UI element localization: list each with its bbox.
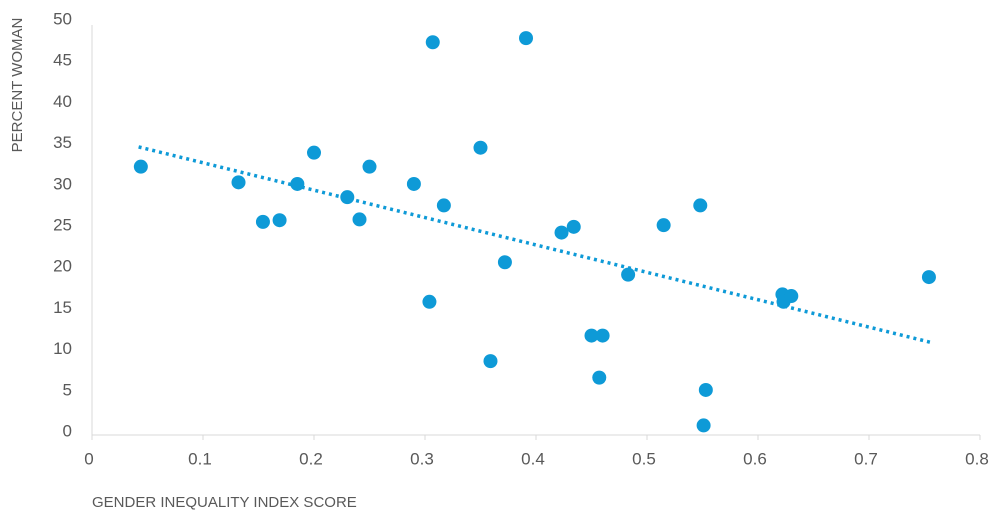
point — [406, 176, 421, 191]
x-tick-label: 0.8 — [965, 449, 989, 468]
point — [272, 213, 287, 228]
point — [290, 176, 305, 191]
y-tick-label: 15 — [53, 298, 72, 317]
point — [621, 267, 636, 282]
point — [566, 219, 581, 234]
point — [255, 214, 270, 229]
trendline — [138, 145, 931, 344]
y-axis-title: PERCENT WOMAN — [9, 18, 26, 153]
x-tick-label: 0.1 — [188, 449, 212, 468]
x-tick-label: 0.2 — [299, 449, 323, 468]
x-tick-label: 0.7 — [854, 449, 878, 468]
point — [362, 159, 377, 174]
point — [307, 145, 321, 160]
point — [595, 328, 610, 343]
point — [231, 175, 246, 190]
point — [519, 31, 534, 46]
y-tick-label: 5 — [63, 380, 72, 399]
y-tick-label: 45 — [53, 51, 72, 70]
point — [584, 328, 599, 343]
y-tick-label: 35 — [53, 133, 72, 152]
x-tick-label: 0.4 — [521, 449, 545, 468]
point — [497, 255, 512, 270]
y-tick-label: 40 — [53, 92, 72, 111]
x-tick-label: 0.5 — [632, 449, 656, 468]
y-tick-label: 30 — [53, 174, 72, 193]
point — [483, 354, 498, 369]
point — [592, 370, 607, 385]
point — [422, 294, 437, 309]
point — [425, 35, 440, 50]
point — [473, 140, 488, 155]
point — [921, 270, 936, 285]
x-tick-label: 0.3 — [410, 449, 434, 468]
point — [693, 198, 708, 213]
x-tick-label: 0.6 — [743, 449, 767, 468]
y-tick-label: 20 — [53, 257, 72, 276]
y-tick-label: 0 — [63, 421, 72, 440]
y-tick-label: 25 — [53, 215, 72, 234]
point — [352, 212, 367, 227]
point — [696, 418, 711, 433]
point — [784, 289, 799, 304]
point — [554, 225, 569, 240]
point — [656, 218, 671, 233]
point — [436, 198, 451, 213]
y-tick-label: 50 — [53, 9, 72, 28]
point — [698, 382, 713, 397]
x-axis-title: GENDER INEQUALITY INDEX SCORE — [92, 494, 357, 511]
x-tick-label: 0 — [84, 449, 93, 468]
y-tick-label: 10 — [53, 339, 72, 358]
point — [340, 190, 355, 205]
point — [133, 159, 148, 174]
